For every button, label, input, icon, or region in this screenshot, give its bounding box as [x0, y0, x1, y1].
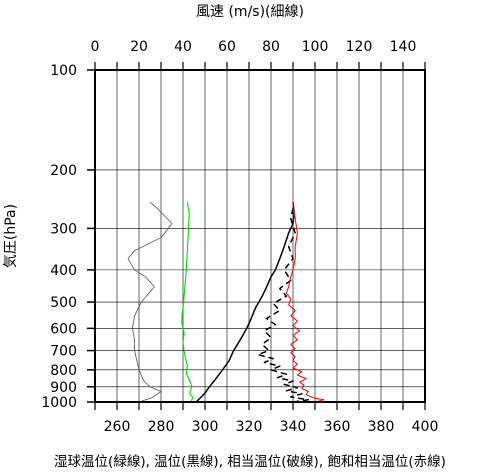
grid — [95, 69, 425, 403]
bottom-tick-label: 280 — [148, 419, 175, 435]
series-line-saturated-equivalent-potential-temperature — [285, 202, 325, 403]
bottom-tick-label: 300 — [192, 419, 219, 435]
y-tick-label: 300 — [50, 221, 77, 237]
top-tick-label: 80 — [262, 39, 280, 55]
y-tick-label: 800 — [50, 363, 77, 379]
y-tick-label: 600 — [50, 321, 77, 337]
bottom-tick-label: 320 — [236, 419, 263, 435]
series-line-wind-speed — [127, 201, 173, 403]
y-tick-label: 900 — [50, 380, 77, 396]
bottom-axis-title: 湿球温位(緑線), 温位(黒線), 相当温位(破線), 飽和相当温位(赤線) — [54, 454, 446, 470]
top-tick-label: 120 — [346, 39, 373, 55]
bottom-tick-label: 360 — [324, 419, 351, 435]
top-axis-title-text: 風速 (m/s)(細線) — [196, 4, 304, 20]
top-tick-label: 140 — [390, 39, 417, 55]
y-axis-title: 気圧(hPa) — [3, 204, 19, 268]
top-axis-title: 風速 (m/s)(細線) — [196, 4, 304, 20]
top-tick-label: 20 — [130, 39, 148, 55]
top-tick-label: 0 — [91, 39, 100, 55]
series-line-equivalent-potential-temperature — [257, 207, 310, 403]
y-tick-label: 1000 — [41, 395, 77, 411]
series-line-potential-temperature — [195, 202, 295, 403]
bottom-tick-label: 260 — [104, 419, 131, 435]
bottom-tick-label: 380 — [368, 419, 395, 435]
bottom-tick-label: 340 — [280, 419, 307, 435]
top-tick-label: 40 — [174, 39, 192, 55]
y-tick-label: 700 — [50, 344, 77, 360]
series-layer — [127, 201, 325, 403]
y-tick-label: 200 — [50, 163, 77, 179]
bottom-tick-label: 400 — [412, 419, 439, 435]
plot-frame — [94, 69, 426, 403]
y-tick-label: 500 — [50, 295, 77, 311]
y-tick-label: 100 — [50, 63, 77, 79]
top-tick-label: 60 — [218, 39, 236, 55]
y-tick-label: 400 — [50, 263, 77, 279]
series-line-wet-bulb-potential-temperature — [181, 202, 194, 403]
top-tick-label: 100 — [302, 39, 329, 55]
